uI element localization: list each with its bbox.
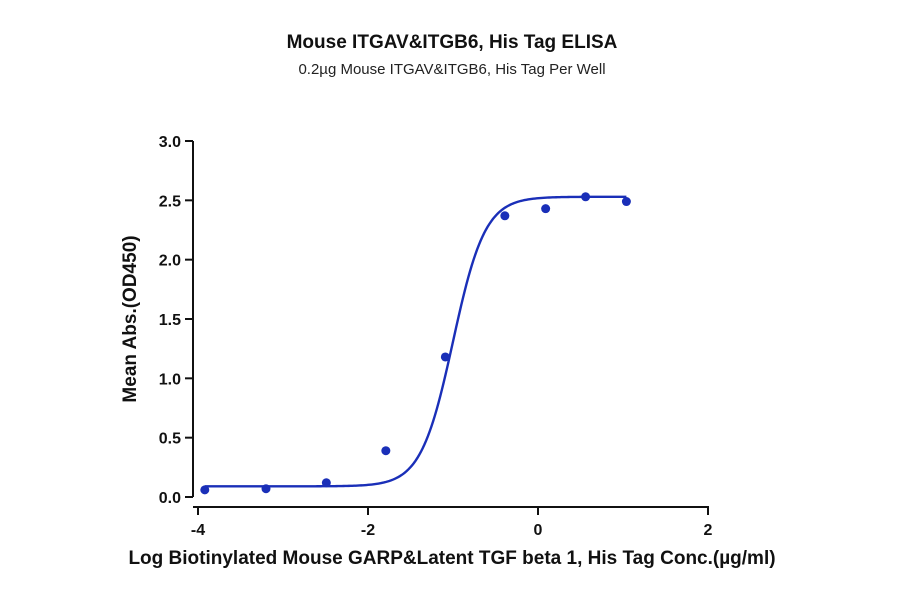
x-tick-label: 0 — [534, 522, 543, 539]
x-axis-label: Log Biotinylated Mouse GARP&Latent TGF b… — [128, 548, 775, 569]
y-axis-label: Mean Abs.(OD450) — [120, 235, 141, 402]
y-tick-label: 1.0 — [159, 371, 181, 388]
data-points — [200, 192, 631, 495]
chart-subtitle: 0.2µg Mouse ITGAV&ITGB6, His Tag Per Wel… — [298, 61, 605, 78]
chart-title: Mouse ITGAV&ITGB6, His Tag ELISA — [287, 32, 618, 53]
data-point — [541, 204, 551, 214]
data-point — [321, 478, 331, 488]
data-point — [200, 485, 210, 495]
data-point — [381, 446, 391, 456]
fit-curve — [204, 195, 627, 488]
y-tick-label: 2.5 — [159, 193, 181, 210]
x-tick-label: -4 — [191, 522, 205, 539]
x-tick-label: 2 — [704, 522, 713, 539]
data-point — [261, 484, 271, 494]
y-tick-label: 0.0 — [159, 490, 181, 507]
x-axis-ticks: -4 -2 0 2 — [191, 507, 713, 539]
data-point — [440, 352, 450, 362]
data-point — [621, 197, 631, 207]
y-tick-label: 2.0 — [159, 253, 181, 270]
y-axis-ticks: 0.0 0.5 1.0 1.5 2.0 2.5 3.0 — [159, 134, 193, 507]
y-tick-label: 0.5 — [159, 431, 181, 448]
data-point — [581, 192, 591, 202]
y-tick-label: 3.0 — [159, 134, 181, 151]
x-tick-label: -2 — [361, 522, 375, 539]
data-point — [500, 211, 510, 221]
y-tick-label: 1.5 — [159, 312, 181, 329]
